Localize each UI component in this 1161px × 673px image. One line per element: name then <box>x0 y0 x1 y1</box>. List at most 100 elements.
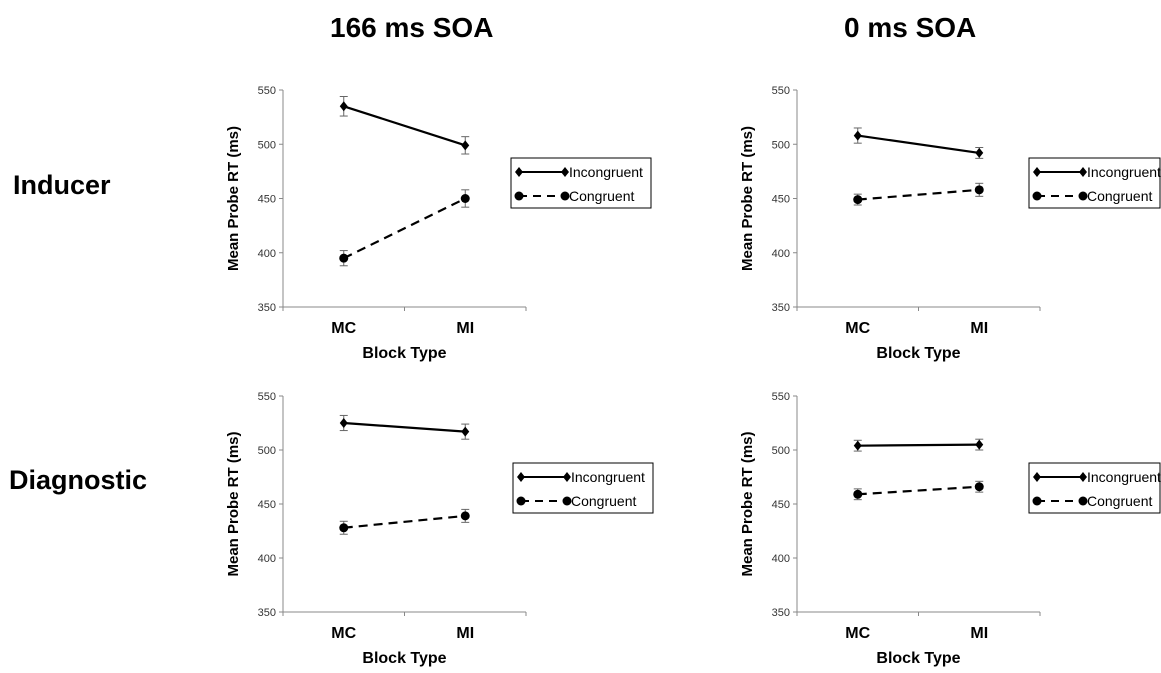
data-point <box>339 101 348 112</box>
y-tick-label: 500 <box>772 445 790 457</box>
series-congruent <box>339 189 470 267</box>
legend-label: Congruent <box>1087 493 1152 509</box>
legend-marker <box>561 167 569 177</box>
y-tick-label: 450 <box>772 194 790 206</box>
legend-marker <box>562 496 572 506</box>
series-line <box>857 134 980 155</box>
legend: Incongruent Congruent <box>1028 157 1161 209</box>
y-tick-label: 350 <box>772 302 790 314</box>
series-line <box>343 421 466 433</box>
series-line <box>343 514 466 529</box>
x-tick-label: MC <box>845 625 870 642</box>
data-point <box>460 194 470 203</box>
data-point <box>974 185 984 195</box>
data-point <box>853 195 863 205</box>
chart-panel-2: 350 400 450 500 550 MC MI Block Type Mean Probe … <box>739 85 1161 362</box>
y-tick-label: 500 <box>772 139 790 151</box>
y-tick-label: 500 <box>258 445 276 457</box>
series-incongruent <box>339 96 470 155</box>
row-label-diagnostic: Diagnostic <box>9 465 148 495</box>
data-point <box>975 439 984 450</box>
legend-marker <box>1078 496 1088 506</box>
x-tick-label: MI <box>456 625 474 642</box>
x-tick-label: MI <box>970 320 988 337</box>
y-tick-label: 350 <box>772 607 790 619</box>
legend-marker <box>1079 472 1087 482</box>
chart-panel-1: 350 400 450 500 550 MC MI Block Type Mean Probe … <box>225 85 652 362</box>
y-tick-label: 400 <box>772 248 790 260</box>
data-point <box>975 147 984 158</box>
y-tick-label: 450 <box>258 194 276 206</box>
legend-box <box>512 462 654 514</box>
data-point <box>461 426 470 437</box>
data-point <box>853 489 863 499</box>
column-title-166ms: 166 ms SOA <box>330 12 494 43</box>
legend-label: Incongruent <box>569 164 643 180</box>
legend-marker <box>1078 191 1088 201</box>
series-congruent <box>853 480 984 501</box>
legend-label: Incongruent <box>1087 469 1161 485</box>
data-point <box>460 511 470 521</box>
legend-marker <box>517 472 525 482</box>
y-axis-title: Mean Probe RT (ms) <box>225 431 242 576</box>
x-axis-title: Block Type <box>362 650 446 667</box>
x-axis-title: Block Type <box>876 650 960 667</box>
legend-box <box>510 157 652 209</box>
legend-box <box>1028 462 1161 514</box>
y-axis-title: Mean Probe RT (ms) <box>739 431 756 576</box>
legend-label: Incongruent <box>1087 164 1161 180</box>
legend-marker <box>516 496 526 506</box>
legend-marker <box>1032 496 1042 506</box>
data-point <box>339 253 349 263</box>
legend: Incongruent Congruent <box>512 462 654 514</box>
y-tick-label: 350 <box>258 302 276 314</box>
series-line <box>857 443 980 447</box>
legend-marker <box>1032 191 1042 201</box>
legend: Incongruent Congruent <box>510 157 652 209</box>
y-tick-label: 450 <box>772 499 790 511</box>
legend-marker <box>514 191 524 201</box>
series-line <box>343 197 466 260</box>
y-axis-title: Mean Probe RT (ms) <box>225 126 242 271</box>
series-congruent <box>853 182 984 206</box>
y-tick-label: 550 <box>772 85 790 97</box>
legend-label: Incongruent <box>571 469 645 485</box>
series-incongruent <box>853 438 984 452</box>
y-axis-title: Mean Probe RT (ms) <box>739 126 756 271</box>
x-tick-label: MI <box>970 625 988 642</box>
chart-panel-3: 350 400 450 500 550 MC MI Block Type Mean Probe … <box>225 391 654 667</box>
x-axis-title: Block Type <box>876 345 960 362</box>
row-label-inducer: Inducer <box>13 170 111 200</box>
legend-marker <box>563 472 571 482</box>
data-point <box>853 440 862 451</box>
legend-label: Congruent <box>569 188 634 204</box>
y-tick-label: 500 <box>258 139 276 151</box>
legend-box <box>1028 157 1161 209</box>
data-point <box>339 418 348 428</box>
legend-marker <box>1033 167 1041 177</box>
legend-label: Congruent <box>1087 188 1152 204</box>
x-tick-label: MC <box>845 320 870 337</box>
series-incongruent <box>853 127 984 159</box>
legend-marker <box>515 167 523 177</box>
data-point <box>461 140 470 151</box>
y-tick-label: 550 <box>258 85 276 97</box>
series-line <box>857 188 980 201</box>
series-congruent <box>339 508 470 535</box>
data-point <box>974 482 984 492</box>
legend-label: Congruent <box>571 493 636 509</box>
series-line <box>343 105 466 147</box>
legend-marker <box>1033 472 1041 482</box>
legend-marker <box>1079 167 1087 177</box>
series-line <box>857 485 980 496</box>
series-incongruent <box>339 414 470 440</box>
column-title-0ms: 0 ms SOA <box>844 12 977 43</box>
x-tick-label: MC <box>331 320 356 337</box>
x-tick-label: MI <box>456 320 474 337</box>
legend-marker <box>560 191 570 201</box>
y-tick-label: 450 <box>258 499 276 511</box>
y-tick-label: 400 <box>772 553 790 565</box>
legend: Incongruent Congruent <box>1028 462 1161 514</box>
y-tick-label: 550 <box>258 391 276 403</box>
